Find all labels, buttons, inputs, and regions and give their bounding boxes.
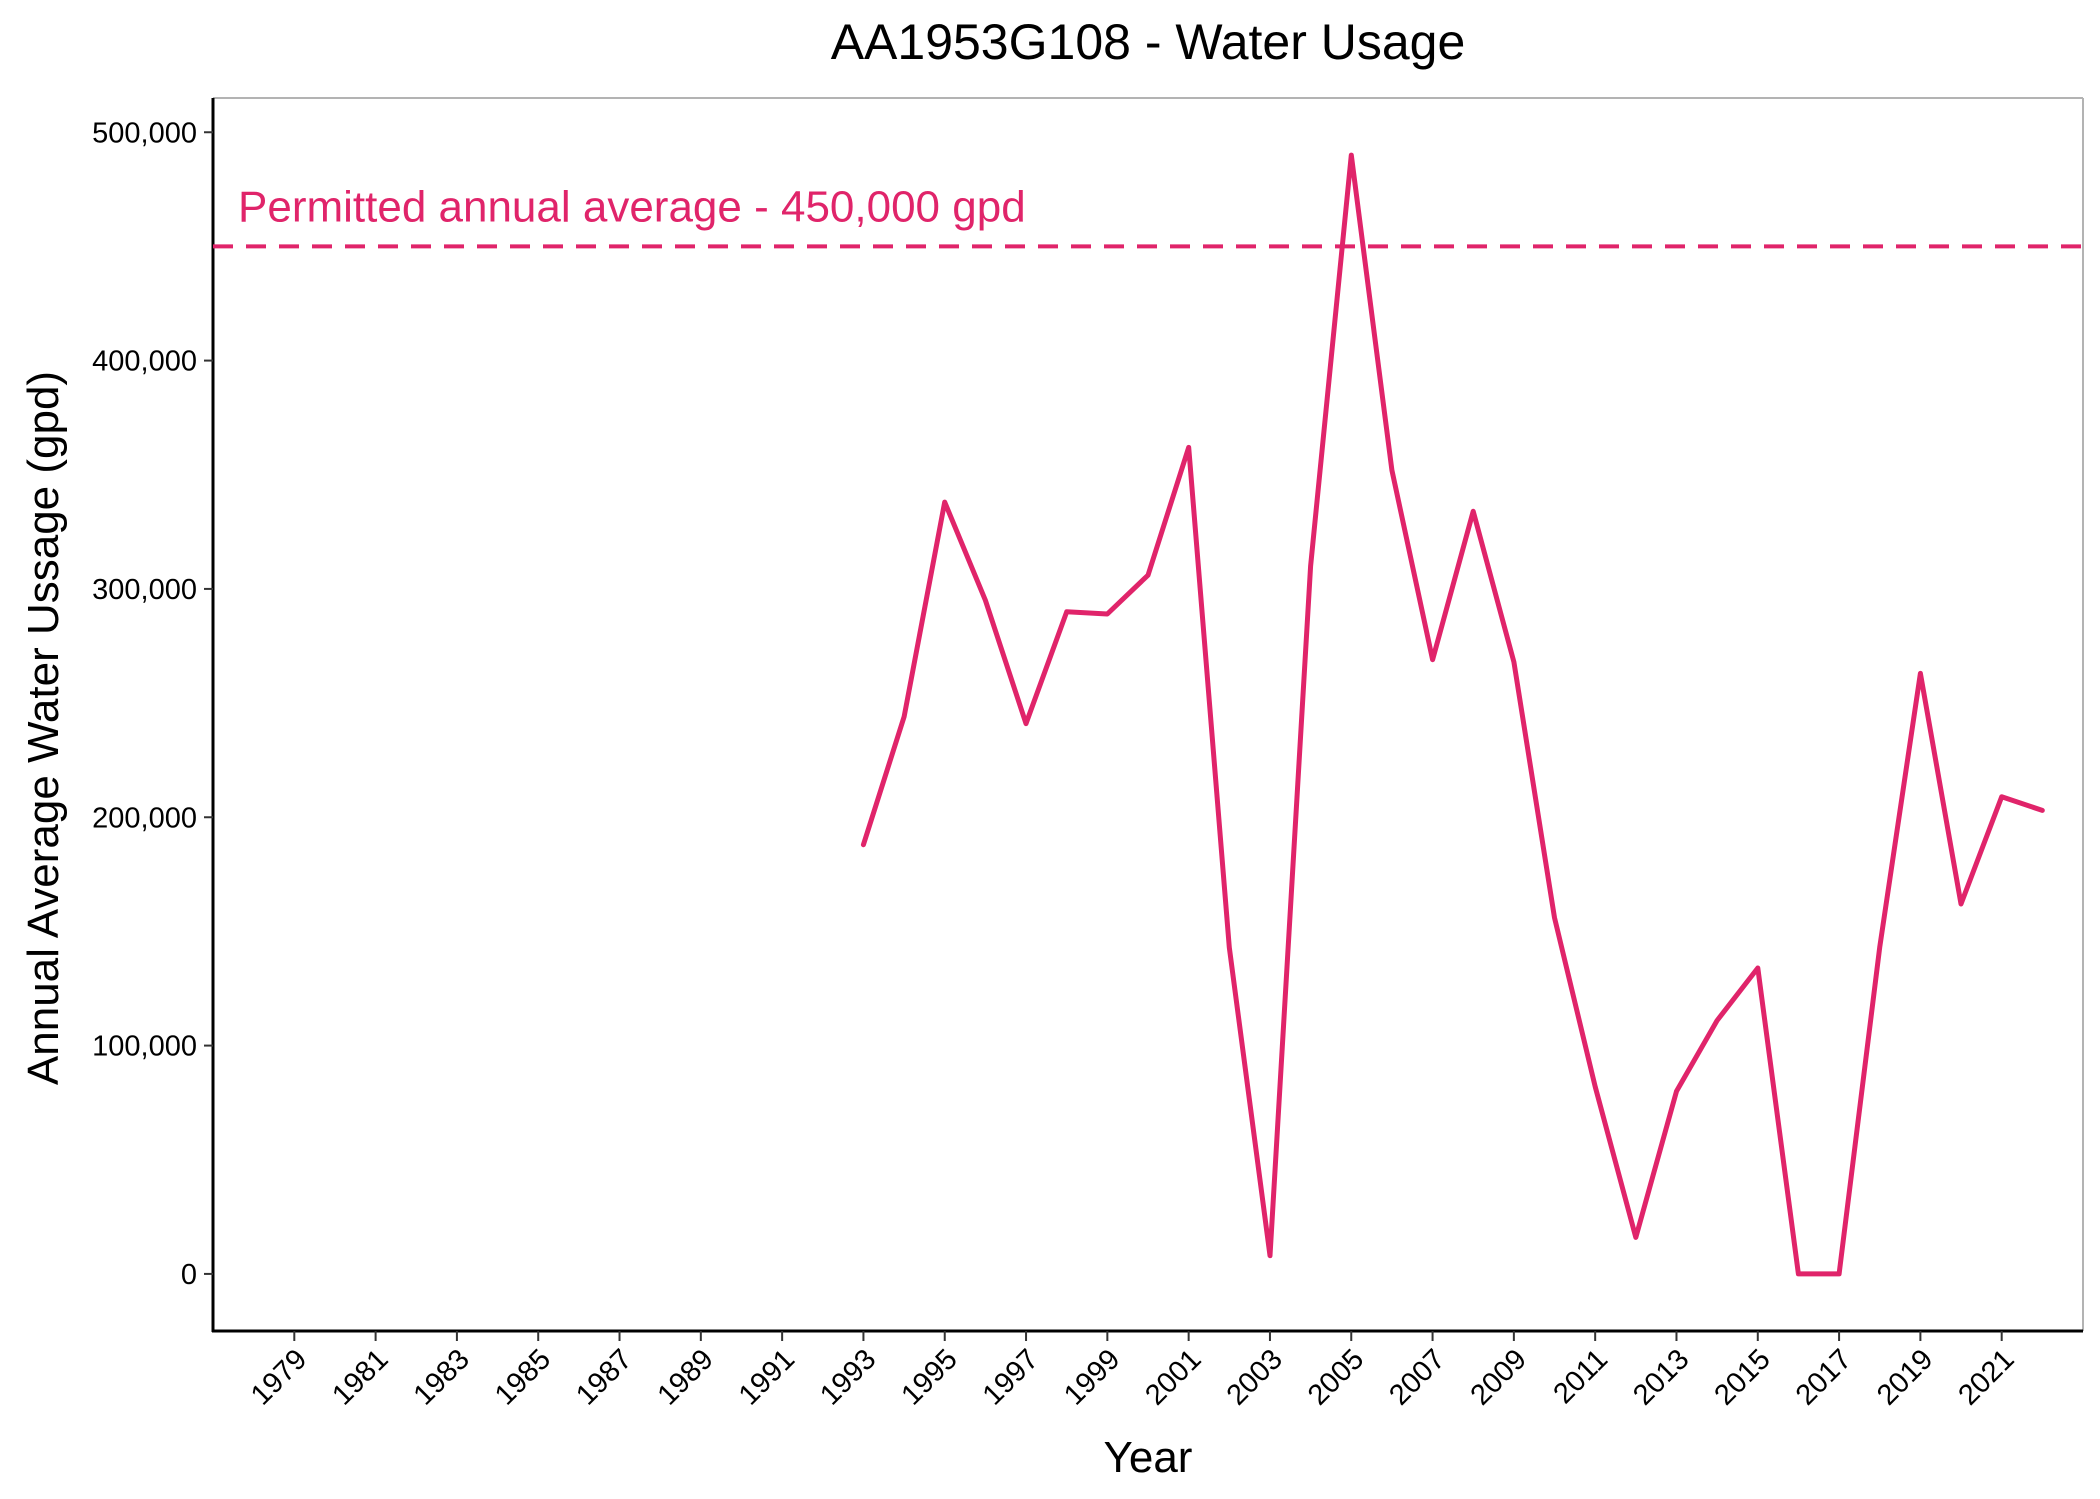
water-usage-series-line	[860, 152, 2045, 1277]
x-tick-label: 2015	[1708, 1343, 1776, 1411]
x-tick-label: 2001	[1139, 1343, 1207, 1411]
x-tick-label: 1993	[814, 1343, 882, 1411]
x-tick-label: 2011	[1547, 1343, 1614, 1410]
y-tick-label: 200,000	[92, 802, 197, 834]
x-tick-label: 2005	[1302, 1343, 1370, 1411]
x-tick-label: 1979	[245, 1343, 313, 1411]
x-tick-label: 2017	[1790, 1343, 1858, 1411]
x-tick-label: 2007	[1383, 1343, 1451, 1411]
x-tick-label: 1995	[895, 1343, 963, 1411]
x-tick-label: 1999	[1058, 1343, 1126, 1411]
y-tick-label: 400,000	[92, 346, 197, 378]
x-tick-label: 1985	[489, 1343, 557, 1411]
x-tick-label: 1981	[326, 1343, 394, 1411]
y-tick-label: 100,000	[92, 1031, 197, 1063]
chart-title: AA1953G108 - Water Usage	[831, 14, 1466, 70]
y-tick-label: 500,000	[92, 117, 197, 149]
x-tick-label: 2009	[1465, 1343, 1533, 1411]
x-tick-label: 2019	[1871, 1343, 1939, 1411]
y-axis-ticks: 0 100,000 200,000 300,000 400,000 500,000	[92, 117, 213, 1291]
series-group	[860, 152, 2045, 1277]
y-tick-label: 0	[181, 1259, 197, 1291]
x-tick-label: 1997	[977, 1343, 1045, 1411]
x-tick-label: 1987	[570, 1343, 638, 1411]
permitted-reference-label: Permitted annual average - 450,000 gpd	[238, 182, 1026, 231]
plot-frame	[211, 97, 2084, 1333]
x-tick-label: 2003	[1221, 1343, 1289, 1411]
y-axis-label: Annual Average Water Ussage (gpd)	[19, 371, 68, 1085]
x-tick-label: 1983	[408, 1343, 476, 1411]
y-tick-label: 300,000	[92, 574, 197, 606]
x-tick-label: 1989	[652, 1343, 720, 1411]
x-tick-label: 1991	[733, 1343, 801, 1411]
reference-line-group: Permitted annual average - 450,000 gpd	[213, 182, 2083, 249]
x-axis-label: Year	[1104, 1433, 1193, 1482]
x-tick-label: 2013	[1627, 1343, 1695, 1411]
x-tick-label: 2021	[1952, 1343, 2020, 1411]
x-axis-ticks: 1979 1981 1983 1985 1987 1989 1991 1993 1995 1997…	[245, 1331, 2021, 1412]
